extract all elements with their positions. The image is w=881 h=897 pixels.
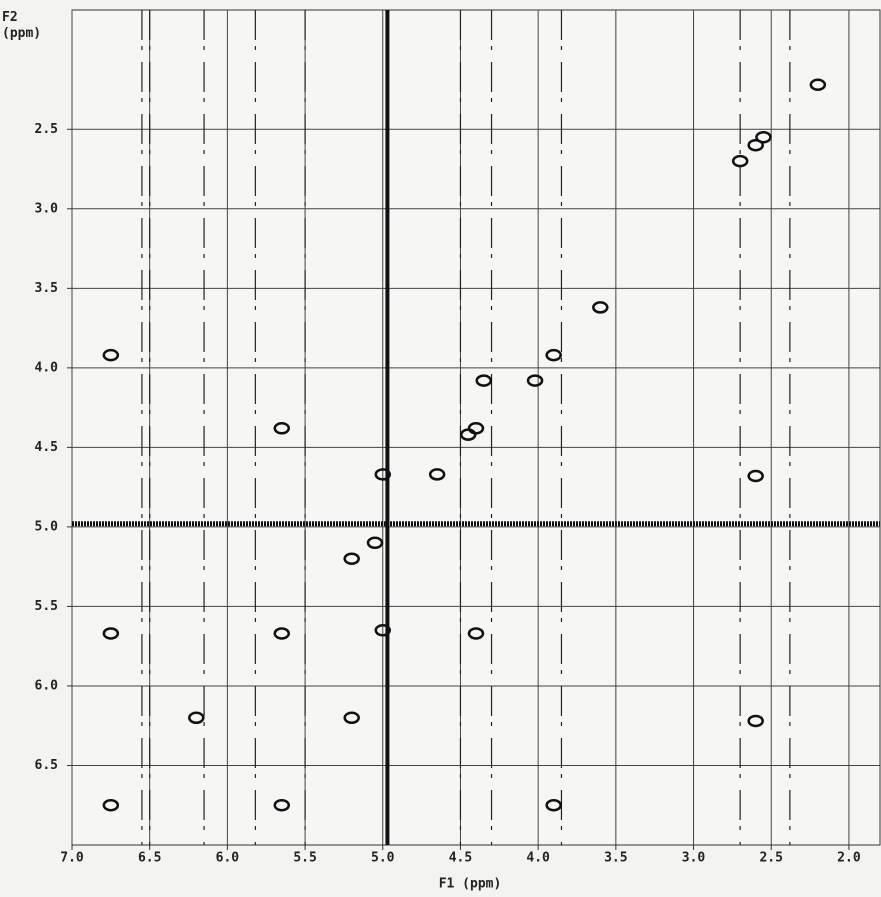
peak [366, 536, 384, 550]
y-tick-label: 6.5 [35, 758, 58, 773]
peak [273, 798, 291, 812]
x-tick-label: 6.0 [216, 851, 240, 866]
x-tick-label: 4.0 [526, 851, 550, 866]
peak [592, 301, 609, 314]
y-tick-label: 5.5 [35, 599, 58, 614]
peak [273, 422, 291, 435]
peak [747, 714, 764, 728]
x-axis-label: F1 (ppm) [439, 877, 502, 892]
peak [747, 138, 764, 152]
x-tick-label: 4.5 [449, 851, 472, 866]
x-tick-label: 2.0 [837, 851, 861, 866]
peak [475, 374, 493, 387]
peak [545, 798, 562, 812]
x-tick-label: 2.5 [759, 851, 782, 866]
peak [102, 627, 120, 640]
peak [747, 469, 764, 483]
x-tick-label: 3.0 [682, 851, 706, 866]
peak [755, 130, 772, 144]
peak [545, 348, 562, 362]
peak [343, 711, 360, 725]
y-tick-label: 4.5 [35, 440, 58, 455]
y-tick-label: 5.0 [35, 519, 59, 534]
x-tick-label: 5.0 [371, 851, 395, 866]
plot-area [71, 9, 881, 846]
peak [374, 468, 392, 481]
peak [459, 428, 477, 441]
y-tick-label: 3.5 [35, 281, 58, 296]
peak [467, 627, 485, 640]
peak [188, 711, 205, 725]
peak [374, 624, 392, 637]
peak [428, 468, 446, 481]
peak [809, 78, 827, 92]
x-tick-label: 5.5 [293, 851, 316, 866]
peak [343, 552, 360, 565]
x-tick-label: 3.5 [604, 851, 627, 866]
x-tick-label: 6.5 [138, 851, 161, 866]
x-tick-label: 7.0 [60, 851, 84, 866]
peak [273, 627, 291, 640]
y-tick-label: 6.0 [35, 678, 59, 693]
y-tick-label: 4.0 [35, 360, 59, 375]
peak [102, 798, 120, 812]
y-tick-label: 3.0 [35, 201, 59, 216]
y-tick-label: 2.5 [35, 122, 58, 137]
peak [102, 348, 120, 362]
peak [731, 154, 749, 168]
y-axis-label: F2 (ppm) [2, 10, 42, 41]
peak [526, 374, 544, 387]
